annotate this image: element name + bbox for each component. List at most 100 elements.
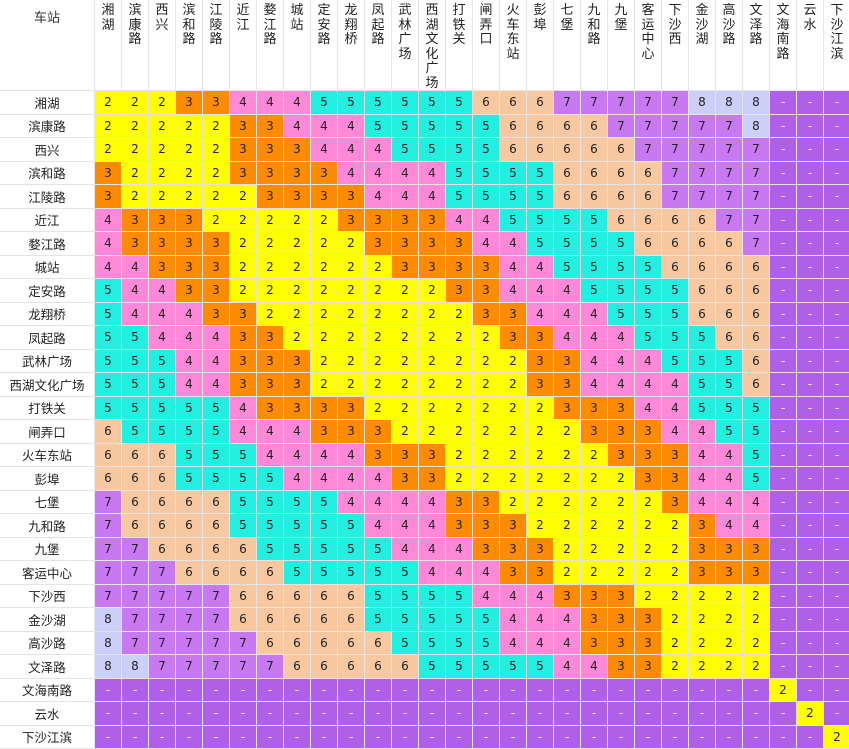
fare-cell: - xyxy=(770,138,797,162)
fare-cell: 4 xyxy=(500,632,527,656)
fare-cell: 5 xyxy=(122,326,149,350)
fare-cell: - xyxy=(635,702,662,726)
fare-cell: - xyxy=(230,726,257,749)
fare-cell: 3 xyxy=(473,538,500,562)
row-header: 西湖文化广场 xyxy=(0,373,95,397)
fare-cell: 5 xyxy=(365,561,392,585)
fare-cell: 2 xyxy=(500,467,527,491)
fare-cell: 2 xyxy=(527,467,554,491)
fare-cell: 5 xyxy=(446,138,473,162)
fare-cell: - xyxy=(446,679,473,703)
fare-cell: 2 xyxy=(797,702,824,726)
fare-cell: - xyxy=(284,679,311,703)
fare-cell: - xyxy=(419,702,446,726)
fare-cell: 4 xyxy=(149,326,176,350)
fare-cell: 3 xyxy=(689,538,716,562)
fare-cell: 3 xyxy=(365,232,392,256)
fare-cell: 6 xyxy=(716,279,743,303)
fare-cell: 2 xyxy=(554,444,581,468)
fare-cell: - xyxy=(176,726,203,749)
fare-cell: 6 xyxy=(95,420,122,444)
fare-cell: 7 xyxy=(716,162,743,186)
column-header: 下沙西 xyxy=(662,0,689,91)
fare-cell: 2 xyxy=(203,162,230,186)
fare-cell: 3 xyxy=(500,538,527,562)
fare-cell: 5 xyxy=(581,232,608,256)
fare-cell: 6 xyxy=(716,256,743,280)
fare-cell: 2 xyxy=(338,373,365,397)
column-header-label: 客运中心 xyxy=(641,4,655,62)
fare-cell: 2 xyxy=(284,279,311,303)
row-header: 滨和路 xyxy=(0,162,95,186)
fare-cell: - xyxy=(149,702,176,726)
row-header: 滨康路 xyxy=(0,115,95,139)
fare-cell: - xyxy=(338,702,365,726)
fare-cell: 3 xyxy=(419,256,446,280)
fare-cell: 2 xyxy=(284,232,311,256)
fare-cell: 2 xyxy=(689,655,716,679)
column-header-label: 城站 xyxy=(290,4,304,33)
fare-cell: 6 xyxy=(743,326,770,350)
fare-cell: 6 xyxy=(122,467,149,491)
fare-cell: 6 xyxy=(662,209,689,233)
fare-cell: 3 xyxy=(635,608,662,632)
fare-cell: 2 xyxy=(365,303,392,327)
fare-cell: - xyxy=(743,726,770,749)
fare-cell: 2 xyxy=(338,256,365,280)
fare-cell: - xyxy=(392,726,419,749)
fare-cell: 4 xyxy=(527,608,554,632)
fare-cell: 4 xyxy=(95,209,122,233)
fare-cell: 5 xyxy=(203,397,230,421)
row-header: 彭埠 xyxy=(0,467,95,491)
fare-cell: 2 xyxy=(392,397,419,421)
fare-cell: 5 xyxy=(392,585,419,609)
fare-cell: 3 xyxy=(257,162,284,186)
fare-cell: 3 xyxy=(311,162,338,186)
fare-cell: 6 xyxy=(149,491,176,515)
fare-cell: 5 xyxy=(392,115,419,139)
fare-cell: 5 xyxy=(149,350,176,374)
fare-cell: 7 xyxy=(149,632,176,656)
fare-cell: 3 xyxy=(554,373,581,397)
fare-cell: 2 xyxy=(257,256,284,280)
fare-cell: 5 xyxy=(554,232,581,256)
fare-cell: 3 xyxy=(230,303,257,327)
fare-cell: 5 xyxy=(446,185,473,209)
fare-cell: - xyxy=(824,256,849,280)
fare-cell: 6 xyxy=(716,326,743,350)
fare-cell: - xyxy=(824,561,849,585)
fare-cell: 2 xyxy=(500,420,527,444)
fare-cell: - xyxy=(797,185,824,209)
column-header-label: 西兴 xyxy=(155,4,169,33)
fare-cell: 5 xyxy=(743,444,770,468)
fare-cell: - xyxy=(581,726,608,749)
fare-cell: 2 xyxy=(311,232,338,256)
fare-cell: 6 xyxy=(581,115,608,139)
fare-cell: 5 xyxy=(392,608,419,632)
fare-cell: 2 xyxy=(257,303,284,327)
fare-cell: 5 xyxy=(446,162,473,186)
row-header: 金沙湖 xyxy=(0,608,95,632)
fare-cell: 2 xyxy=(500,491,527,515)
fare-cell: 3 xyxy=(662,491,689,515)
fare-cell: 3 xyxy=(419,444,446,468)
fare-cell: 5 xyxy=(473,655,500,679)
fare-cell: 7 xyxy=(122,561,149,585)
fare-cell: - xyxy=(824,538,849,562)
fare-cell: 3 xyxy=(581,632,608,656)
fare-cell: - xyxy=(230,702,257,726)
fare-cell: - xyxy=(770,420,797,444)
fare-cell: 5 xyxy=(365,115,392,139)
fare-cell: 5 xyxy=(419,655,446,679)
fare-cell: - xyxy=(824,420,849,444)
fare-cell: 4 xyxy=(581,350,608,374)
fare-cell: 3 xyxy=(392,256,419,280)
fare-cell: - xyxy=(122,702,149,726)
fare-cell: 2 xyxy=(635,585,662,609)
fare-cell: - xyxy=(662,679,689,703)
fare-cell: 2 xyxy=(419,420,446,444)
fare-cell: 4 xyxy=(473,585,500,609)
fare-cell: 5 xyxy=(635,303,662,327)
fare-cell: 4 xyxy=(419,162,446,186)
